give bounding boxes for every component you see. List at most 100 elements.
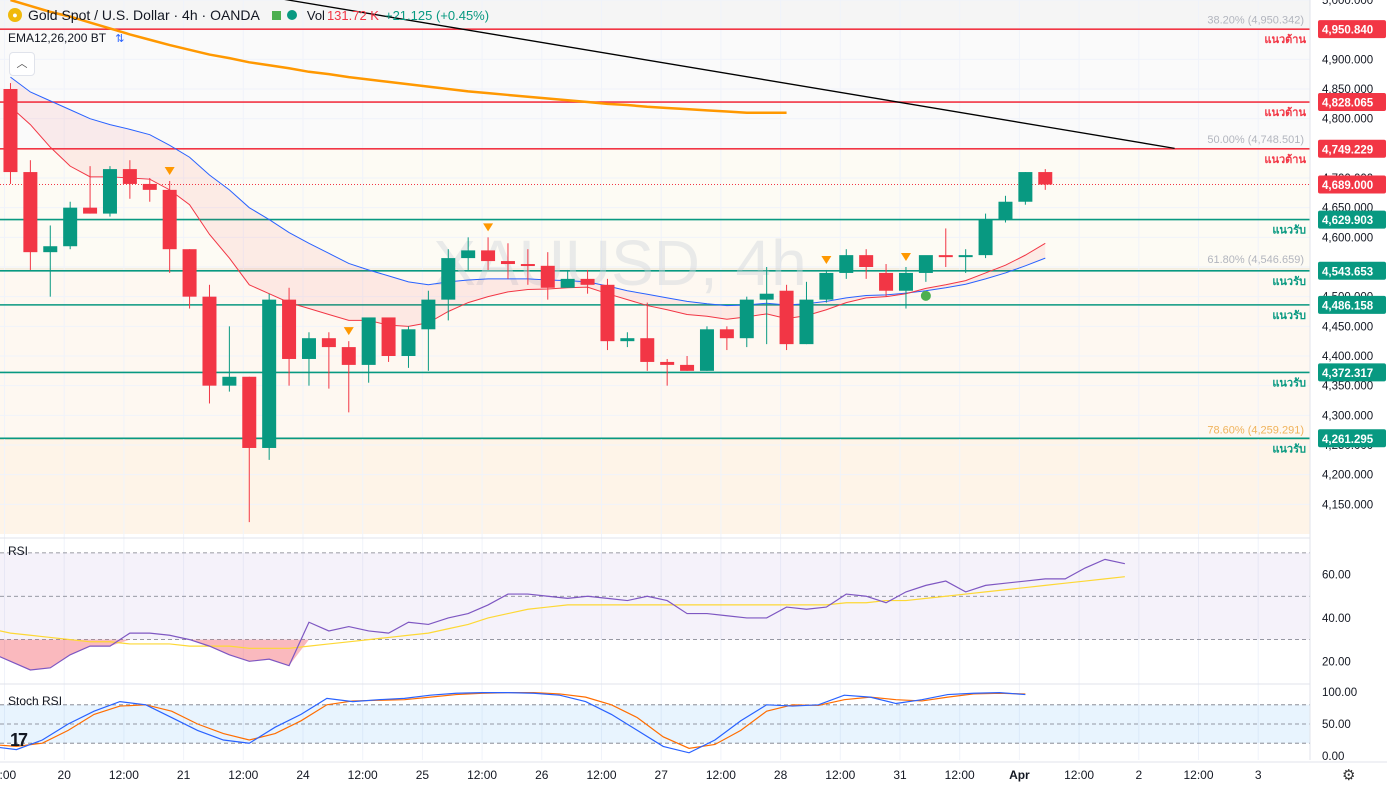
time-tick-label: 25	[416, 768, 430, 782]
candle-body	[282, 299, 297, 359]
ema200-line	[10, 0, 787, 114]
market-status-icon	[271, 10, 281, 20]
fib-label: 38.20% (4,950.342)	[1207, 14, 1304, 26]
resistance-badge-label: 4,950.840	[1322, 25, 1373, 37]
candle-body	[1018, 172, 1033, 202]
candle-body	[640, 338, 655, 362]
data-status-icon	[286, 10, 297, 20]
price-axis[interactable]: 5,000.0004,950.0004,900.0004,850.0004,80…	[1309, 0, 1387, 797]
candle-body	[242, 376, 257, 448]
indicator-settings-icon[interactable]: ⇅	[115, 33, 125, 45]
support-badge-label: 4,261.295	[1322, 434, 1374, 446]
current-price-badge	[1318, 175, 1386, 194]
candle-body	[879, 272, 894, 291]
candle-body	[461, 250, 476, 259]
indicator-legend[interactable]: EMA12,26,200 BT ⇅	[8, 31, 124, 45]
candle-body	[481, 250, 496, 262]
candle-body	[361, 317, 376, 365]
resistance-line-tag: แนวต้าน	[1264, 153, 1306, 166]
time-tick-label: 28	[774, 768, 788, 782]
price-tick-label: 4,150.000	[1322, 499, 1373, 511]
candle-body	[819, 272, 834, 300]
axis-background	[1310, 0, 1387, 797]
resistance-badge	[1318, 139, 1386, 158]
candle-body	[321, 338, 336, 348]
stoch-tick-label: 100.00	[1322, 687, 1357, 699]
candles	[3, 83, 1053, 523]
fib-band	[0, 0, 1310, 30]
candle-body	[938, 255, 953, 258]
volume-value: 131.72 K	[326, 7, 379, 23]
candle-body	[719, 329, 734, 339]
candle-body	[958, 255, 973, 258]
symbol-title[interactable]: Gold Spot / U.S. Dollar · 4h · OANDA	[28, 7, 260, 23]
candle-body	[421, 299, 436, 330]
candle-body	[680, 364, 695, 371]
chart-header: ● Gold Spot / U.S. Dollar · 4h · OANDA V…	[8, 7, 489, 23]
time-tick-label: 26	[535, 768, 549, 782]
fib-label: 61.80% (4,546.659)	[1207, 254, 1304, 266]
support-badge	[1318, 363, 1386, 382]
price-tick-label: 4,200.000	[1322, 470, 1373, 482]
price-tick-label: 4,800.000	[1322, 114, 1373, 126]
time-tick-label: 12:00	[228, 768, 258, 782]
time-tick-label: 21	[177, 768, 191, 782]
time-tick-label: 2:00	[0, 768, 17, 782]
stoch-rsi-title[interactable]: Stoch RSI	[8, 694, 63, 708]
sell-signal-marker	[164, 166, 175, 175]
rsi-line	[0, 558, 1125, 671]
rsi-pane	[0, 537, 1387, 671]
support-line-tag: แนวรับ	[1272, 224, 1306, 237]
resistance-line-tag: แนวต้าน	[1264, 106, 1306, 119]
time-axis[interactable]: 2:00 20 12:00 21 12:00 24 12:00 25 12:00 26 12:00 2…	[0, 761, 1387, 782]
candle-body	[122, 169, 137, 184]
candle-body	[441, 258, 456, 300]
collapse-legend-button[interactable]: ︿	[9, 52, 35, 76]
support-line-tag: แนวรับ	[1272, 376, 1306, 389]
price-tick-label: 4,400.000	[1322, 351, 1373, 363]
support-badge-label: 4,629.903	[1322, 215, 1373, 227]
current-price-badge-label: 4,689.000	[1322, 180, 1373, 192]
candle-body	[839, 255, 854, 273]
rsi-title[interactable]: RSI	[8, 544, 29, 558]
price-tick-label: 4,450.000	[1322, 321, 1373, 333]
gold-coin-icon: ●	[8, 8, 22, 22]
sell-signal-marker	[900, 253, 911, 261]
tradingview-logo-icon[interactable]: 17	[10, 730, 28, 750]
ema-cloud	[10, 77, 1046, 327]
candle-body	[23, 172, 38, 253]
candle-body	[500, 261, 515, 265]
candle-body	[978, 219, 993, 256]
candle-body	[859, 255, 874, 267]
support-line-tag: แนวรับ	[1272, 442, 1306, 455]
stoch-rsi-pane	[0, 683, 1387, 754]
rsi-tick-label: 40.00	[1322, 613, 1351, 625]
candle-body	[739, 299, 754, 339]
buy-signal-marker	[920, 290, 931, 301]
sell-signal-marker	[343, 327, 354, 336]
candle-body	[3, 89, 18, 173]
support-badge-label: 4,486.158	[1322, 300, 1374, 312]
candle-body	[401, 329, 416, 356]
resistance-badge	[1318, 93, 1386, 112]
candle-body	[222, 376, 237, 386]
support-badge	[1318, 261, 1386, 280]
candle-body	[600, 284, 615, 342]
signal-markers	[164, 166, 931, 336]
candle-body	[998, 201, 1013, 220]
fib-band	[0, 268, 1310, 440]
rsi-ma-line	[0, 576, 1125, 649]
time-tick-label: 12:00	[348, 768, 378, 782]
ema-indicator-label[interactable]: EMA12,26,200 BT	[8, 31, 106, 45]
trendline	[284, 0, 1175, 149]
stoch-tick-label: 0.00	[1322, 751, 1344, 763]
support-badge-label: 4,372.317	[1322, 368, 1373, 380]
resistance-badge-label: 4,749.229	[1322, 144, 1373, 156]
price-levels: แนวต้านแนวต้านแนวต้านแนวรับแนวรับแนวรับแ…	[0, 28, 1310, 455]
gear-icon[interactable]: ⚙	[1342, 767, 1356, 784]
time-tick-label: 12:00	[467, 768, 497, 782]
sell-signal-marker	[483, 223, 494, 232]
resistance-badge-label: 4,828.065	[1322, 98, 1374, 110]
time-tick-label: 12:00	[706, 768, 736, 782]
